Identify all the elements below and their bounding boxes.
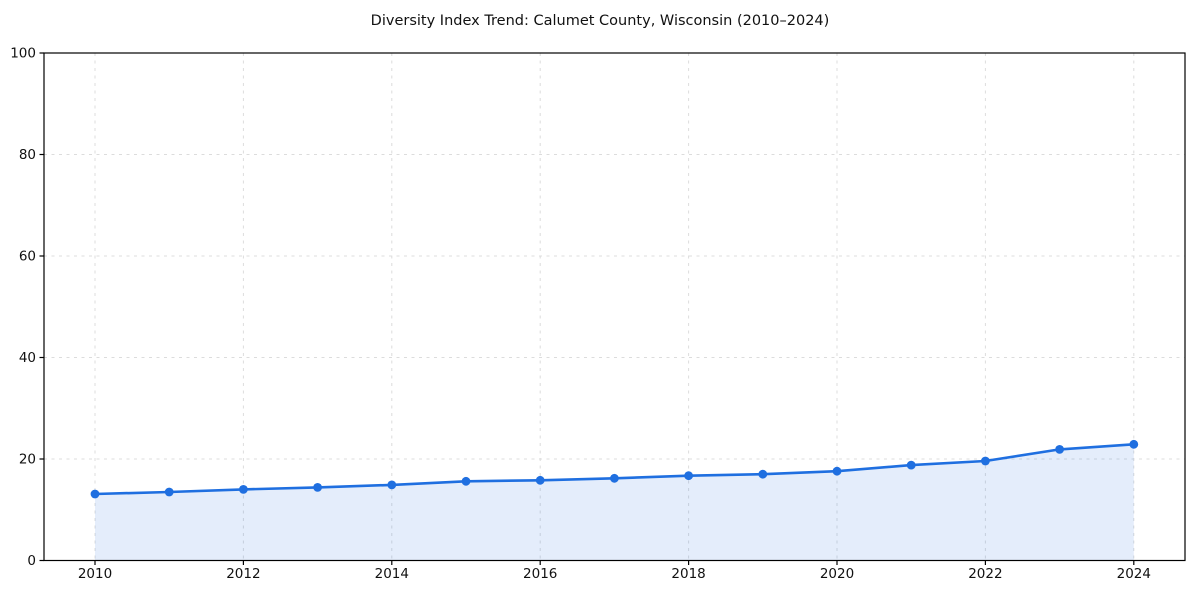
x-tick-label: 2024 (1117, 566, 1151, 582)
data-point-2016 (535, 475, 545, 485)
area-fill (95, 444, 1134, 561)
data-point-2021 (906, 460, 916, 470)
data-point-2011 (164, 487, 174, 497)
data-point-2024 (1129, 439, 1139, 449)
x-tick-label: 2020 (820, 566, 854, 582)
x-tick-label: 2014 (375, 566, 409, 582)
y-tick-label: 20 (19, 452, 36, 468)
data-point-2022 (981, 456, 990, 466)
data-point-2017 (610, 473, 619, 483)
data-point-2019 (758, 469, 768, 479)
data-point-2015 (461, 476, 471, 486)
x-tick-label: 2018 (671, 566, 705, 582)
data-point-2010 (90, 489, 100, 499)
y-tick-label: 60 (19, 249, 36, 265)
y-tick-label: 80 (19, 147, 36, 163)
data-point-2012 (239, 485, 248, 494)
data-point-2018 (684, 471, 693, 481)
data-point-2013 (313, 483, 322, 492)
data-point-2014 (387, 480, 397, 490)
y-tick-label: 100 (10, 46, 36, 62)
plot-border (43, 52, 1186, 562)
data-point-2023 (1055, 445, 1064, 454)
x-tick-label: 2012 (226, 566, 260, 582)
x-tick-label: 2010 (78, 566, 112, 582)
chart-title: Diversity Index Trend: Calumet County, W… (370, 13, 830, 29)
y-tick-label: 40 (19, 350, 36, 366)
x-tick-label: 2022 (968, 566, 1002, 582)
data-point-2020 (832, 466, 842, 476)
y-tick-label: 0 (27, 553, 36, 569)
x-tick-label: 2016 (523, 566, 557, 582)
